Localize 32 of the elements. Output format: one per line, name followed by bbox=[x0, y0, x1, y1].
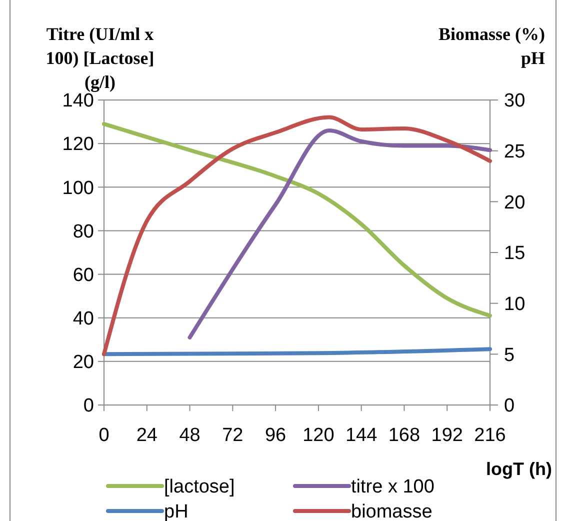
line-series bbox=[188, 128, 492, 340]
y2-tick-label: 10 bbox=[504, 294, 526, 315]
y-tick-label: 20 bbox=[72, 352, 94, 374]
y2-tick-label: 5 bbox=[504, 344, 515, 366]
legend-label: biomasse bbox=[351, 502, 432, 521]
x-tick-label: 144 bbox=[345, 425, 378, 446]
y-tick-label: 100 bbox=[62, 178, 94, 199]
y2-tick-label: 30 bbox=[504, 90, 526, 112]
legend-label: [lactose] bbox=[164, 476, 235, 498]
y-axis-title: Titre (UI/ml x 100) [Lactose] (g/l) bbox=[46, 24, 154, 92]
y-tick-label: 40 bbox=[72, 308, 94, 330]
y-tick-label: 0 bbox=[83, 396, 94, 417]
x-tick-label: 72 bbox=[222, 425, 244, 446]
x-tick-label: 48 bbox=[179, 425, 200, 446]
y-tick-label: 80 bbox=[72, 221, 94, 242]
y2-tick-label: 25 bbox=[504, 141, 526, 162]
y2-tick-label: 0 bbox=[504, 396, 515, 417]
x-tick-label: 168 bbox=[388, 425, 420, 446]
x-tick-label: 96 bbox=[264, 425, 286, 446]
x-tick-label: 24 bbox=[136, 425, 158, 446]
x-tick-label: 216 bbox=[474, 425, 506, 446]
y2-axis-title: Biomasse (%) pH bbox=[438, 24, 545, 68]
x-axis-title: logT (h) bbox=[486, 459, 552, 479]
y-tick-label: 140 bbox=[62, 90, 94, 112]
y2-tick-label: 20 bbox=[504, 192, 526, 214]
x-tick-label: 0 bbox=[98, 425, 110, 446]
x-tick-label: 120 bbox=[302, 425, 334, 446]
x-tick-label: 192 bbox=[431, 425, 463, 446]
legend-label: titre x 100 bbox=[351, 476, 434, 498]
y2-tick-label: 15 bbox=[504, 243, 526, 264]
y-tick-label: 120 bbox=[62, 134, 94, 156]
y-tick-label: 60 bbox=[72, 264, 94, 286]
